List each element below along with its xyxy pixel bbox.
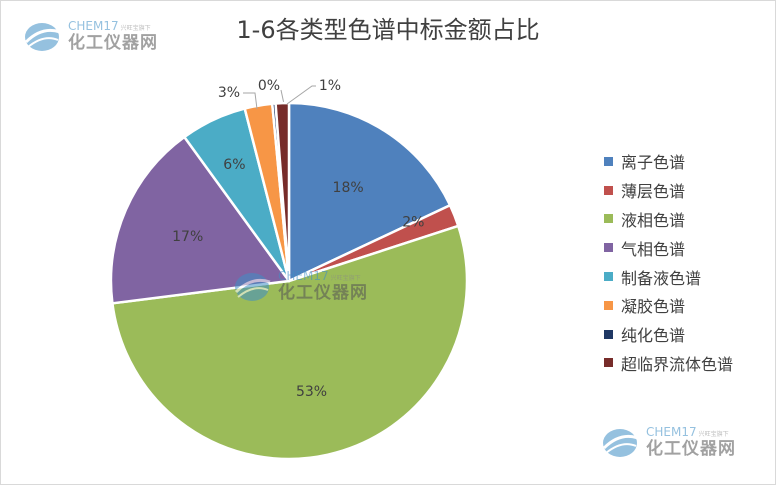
legend-item-6: 凝胶色谱 (604, 291, 733, 320)
legend-item-5: 制备液色谱 (604, 262, 733, 291)
legend-label: 离子色谱 (621, 153, 686, 173)
legend-label: 制备液色谱 (621, 268, 702, 288)
watermark-slogan: 兴旺宝旗下 (120, 25, 151, 32)
leader-line-7 (280, 89, 285, 105)
data-label-5: 6% (223, 157, 245, 173)
pie-slice-4 (109, 135, 291, 305)
watermark-slogan: 兴旺宝旗下 (330, 275, 361, 282)
watermark-center: CHEM17 兴旺宝旗下 化工仪器网 (232, 268, 368, 304)
chart-title: 1-6各类型色谱中标金额占比 (236, 16, 540, 44)
legend-swatch (604, 185, 613, 195)
data-label-7: 0% (258, 78, 280, 94)
chem17-logo-icon (24, 23, 61, 51)
legend-label: 气相色谱 (621, 239, 686, 259)
chem17-logo-icon (234, 273, 271, 301)
legend-item-2: 薄层色谱 (604, 176, 733, 205)
legend-swatch (604, 329, 613, 339)
leader-line-8 (286, 85, 316, 105)
legend-swatch (604, 300, 613, 310)
legend-item-8: 超临界流体色谱 (604, 349, 733, 378)
legend-swatch (604, 156, 613, 166)
legend-item-3: 液相色谱 (604, 205, 733, 234)
data-label-1: 18% (333, 180, 364, 196)
data-label-8: 1% (319, 78, 341, 94)
legend-item-7: 纯化色谱 (604, 320, 733, 349)
watermark-brand: CHEM17 (278, 269, 329, 283)
watermark-brand: CHEM17 (646, 425, 697, 439)
legend-swatch (604, 358, 613, 368)
data-label-3: 53% (296, 384, 327, 400)
leader-line-6 (243, 92, 258, 110)
legend-item-1: 离子色谱 (604, 147, 733, 176)
watermark-top-left: CHEM17 兴旺宝旗下 化工仪器网 (22, 18, 158, 54)
legend-label: 凝胶色谱 (621, 297, 686, 317)
data-label-4: 17% (172, 229, 203, 245)
legend-label: 液相色谱 (621, 210, 686, 230)
legend-swatch (604, 214, 613, 224)
watermark-brand: CHEM17 (68, 19, 119, 33)
watermark-name: 化工仪器网 (68, 33, 158, 53)
legend-label: 超临界流体色谱 (621, 354, 734, 374)
watermark-name: 化工仪器网 (278, 283, 368, 303)
watermark-bottom-right: CHEM17 兴旺宝旗下 化工仪器网 (600, 424, 736, 460)
legend-label: 纯化色谱 (621, 326, 686, 346)
pie-slice-1 (287, 101, 452, 283)
watermark-slogan: 兴旺宝旗下 (698, 431, 729, 438)
legend-swatch (604, 272, 613, 282)
legend-item-4: 气相色谱 (604, 233, 733, 262)
chem17-logo-icon (602, 429, 639, 457)
chart-legend: 离子色谱薄层色谱液相色谱气相色谱制备液色谱凝胶色谱纯化色谱超临界流体色谱 (604, 147, 733, 377)
data-label-2: 2% (402, 215, 424, 231)
legend-swatch (604, 243, 613, 253)
watermark-name: 化工仪器网 (646, 439, 736, 459)
data-label-6: 3% (218, 85, 240, 101)
pie-slice-3 (111, 224, 469, 461)
legend-label: 薄层色谱 (621, 182, 686, 202)
